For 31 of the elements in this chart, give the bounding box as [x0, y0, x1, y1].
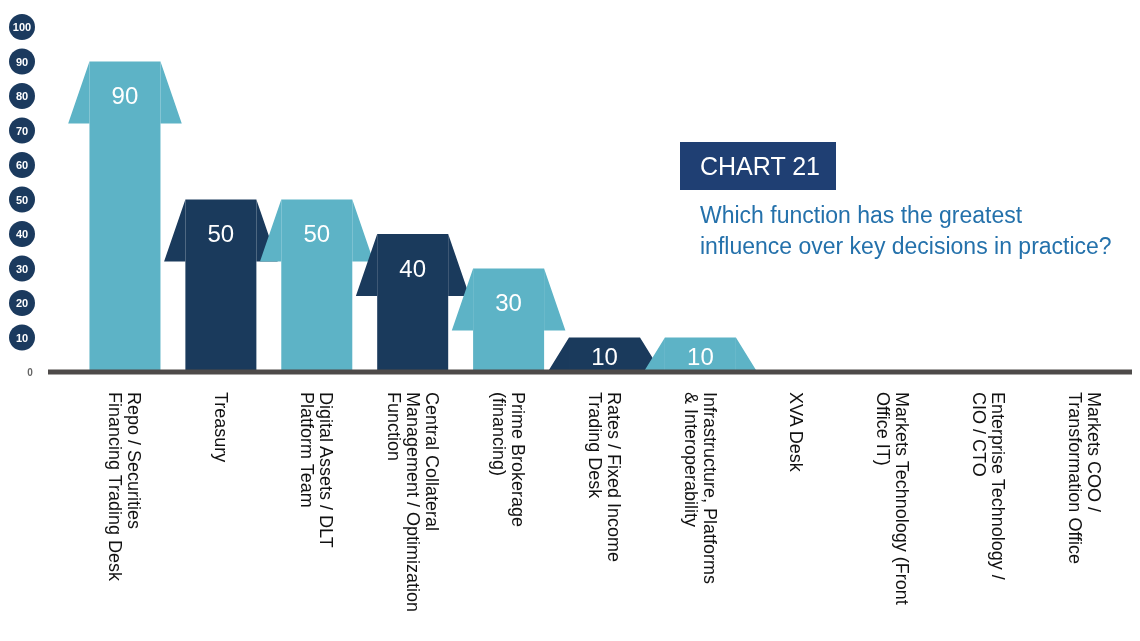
data-label: 50: [303, 220, 331, 248]
text: Which function has the greatest influence over key decisions in practice?: [700, 201, 1113, 261]
y-tick-label: 50: [15, 193, 29, 206]
y-tick-label: 100: [12, 21, 32, 33]
data-label: 90: [111, 82, 139, 110]
data-label: 10: [591, 342, 618, 370]
y-tick-label: 70: [15, 124, 29, 137]
x-tick-label: Treasury: [210, 392, 231, 463]
x-tick-label: Markets Technology (Front Office IT): [872, 392, 912, 605]
y-tick-label: 90: [15, 55, 29, 68]
x-tick-label: Prime Brokerage (financing): [489, 392, 529, 528]
x-tick-label: Infrastructure, Platforms & Interoperability: [680, 392, 720, 585]
x-tick-label: Central Collateral Management / Optimization Function: [383, 392, 442, 613]
y-tick-label: 10: [15, 331, 29, 344]
data-label: 40: [399, 254, 427, 282]
x-tick-label: Repo / Securities Financing Trading Desk: [105, 392, 145, 583]
y-tick-label: 0: [27, 366, 34, 378]
x-tick-label: Digital Assets / DLT Platform Team: [297, 392, 337, 548]
data-label: 30: [495, 289, 522, 317]
y-tick-label: 20: [15, 297, 29, 309]
y-tick-label: 60: [15, 159, 29, 171]
x-tick-label: Markets COO / Transformation Office: [1064, 392, 1104, 565]
y-tick-label: 30: [15, 262, 29, 275]
x-tick-label: XVA Desk: [786, 392, 807, 473]
text: CHART 21: [680, 142, 836, 190]
y-tick-label: 80: [15, 90, 29, 102]
y-tick-label: 40: [15, 228, 29, 240]
x-tick-label: Rates / Fixed Income Trading Desk: [585, 392, 624, 563]
data-label: 10: [687, 342, 714, 370]
data-label: 50: [207, 220, 235, 248]
x-tick-label: Enterprise Technology / CIO / CTO: [968, 392, 1008, 580]
